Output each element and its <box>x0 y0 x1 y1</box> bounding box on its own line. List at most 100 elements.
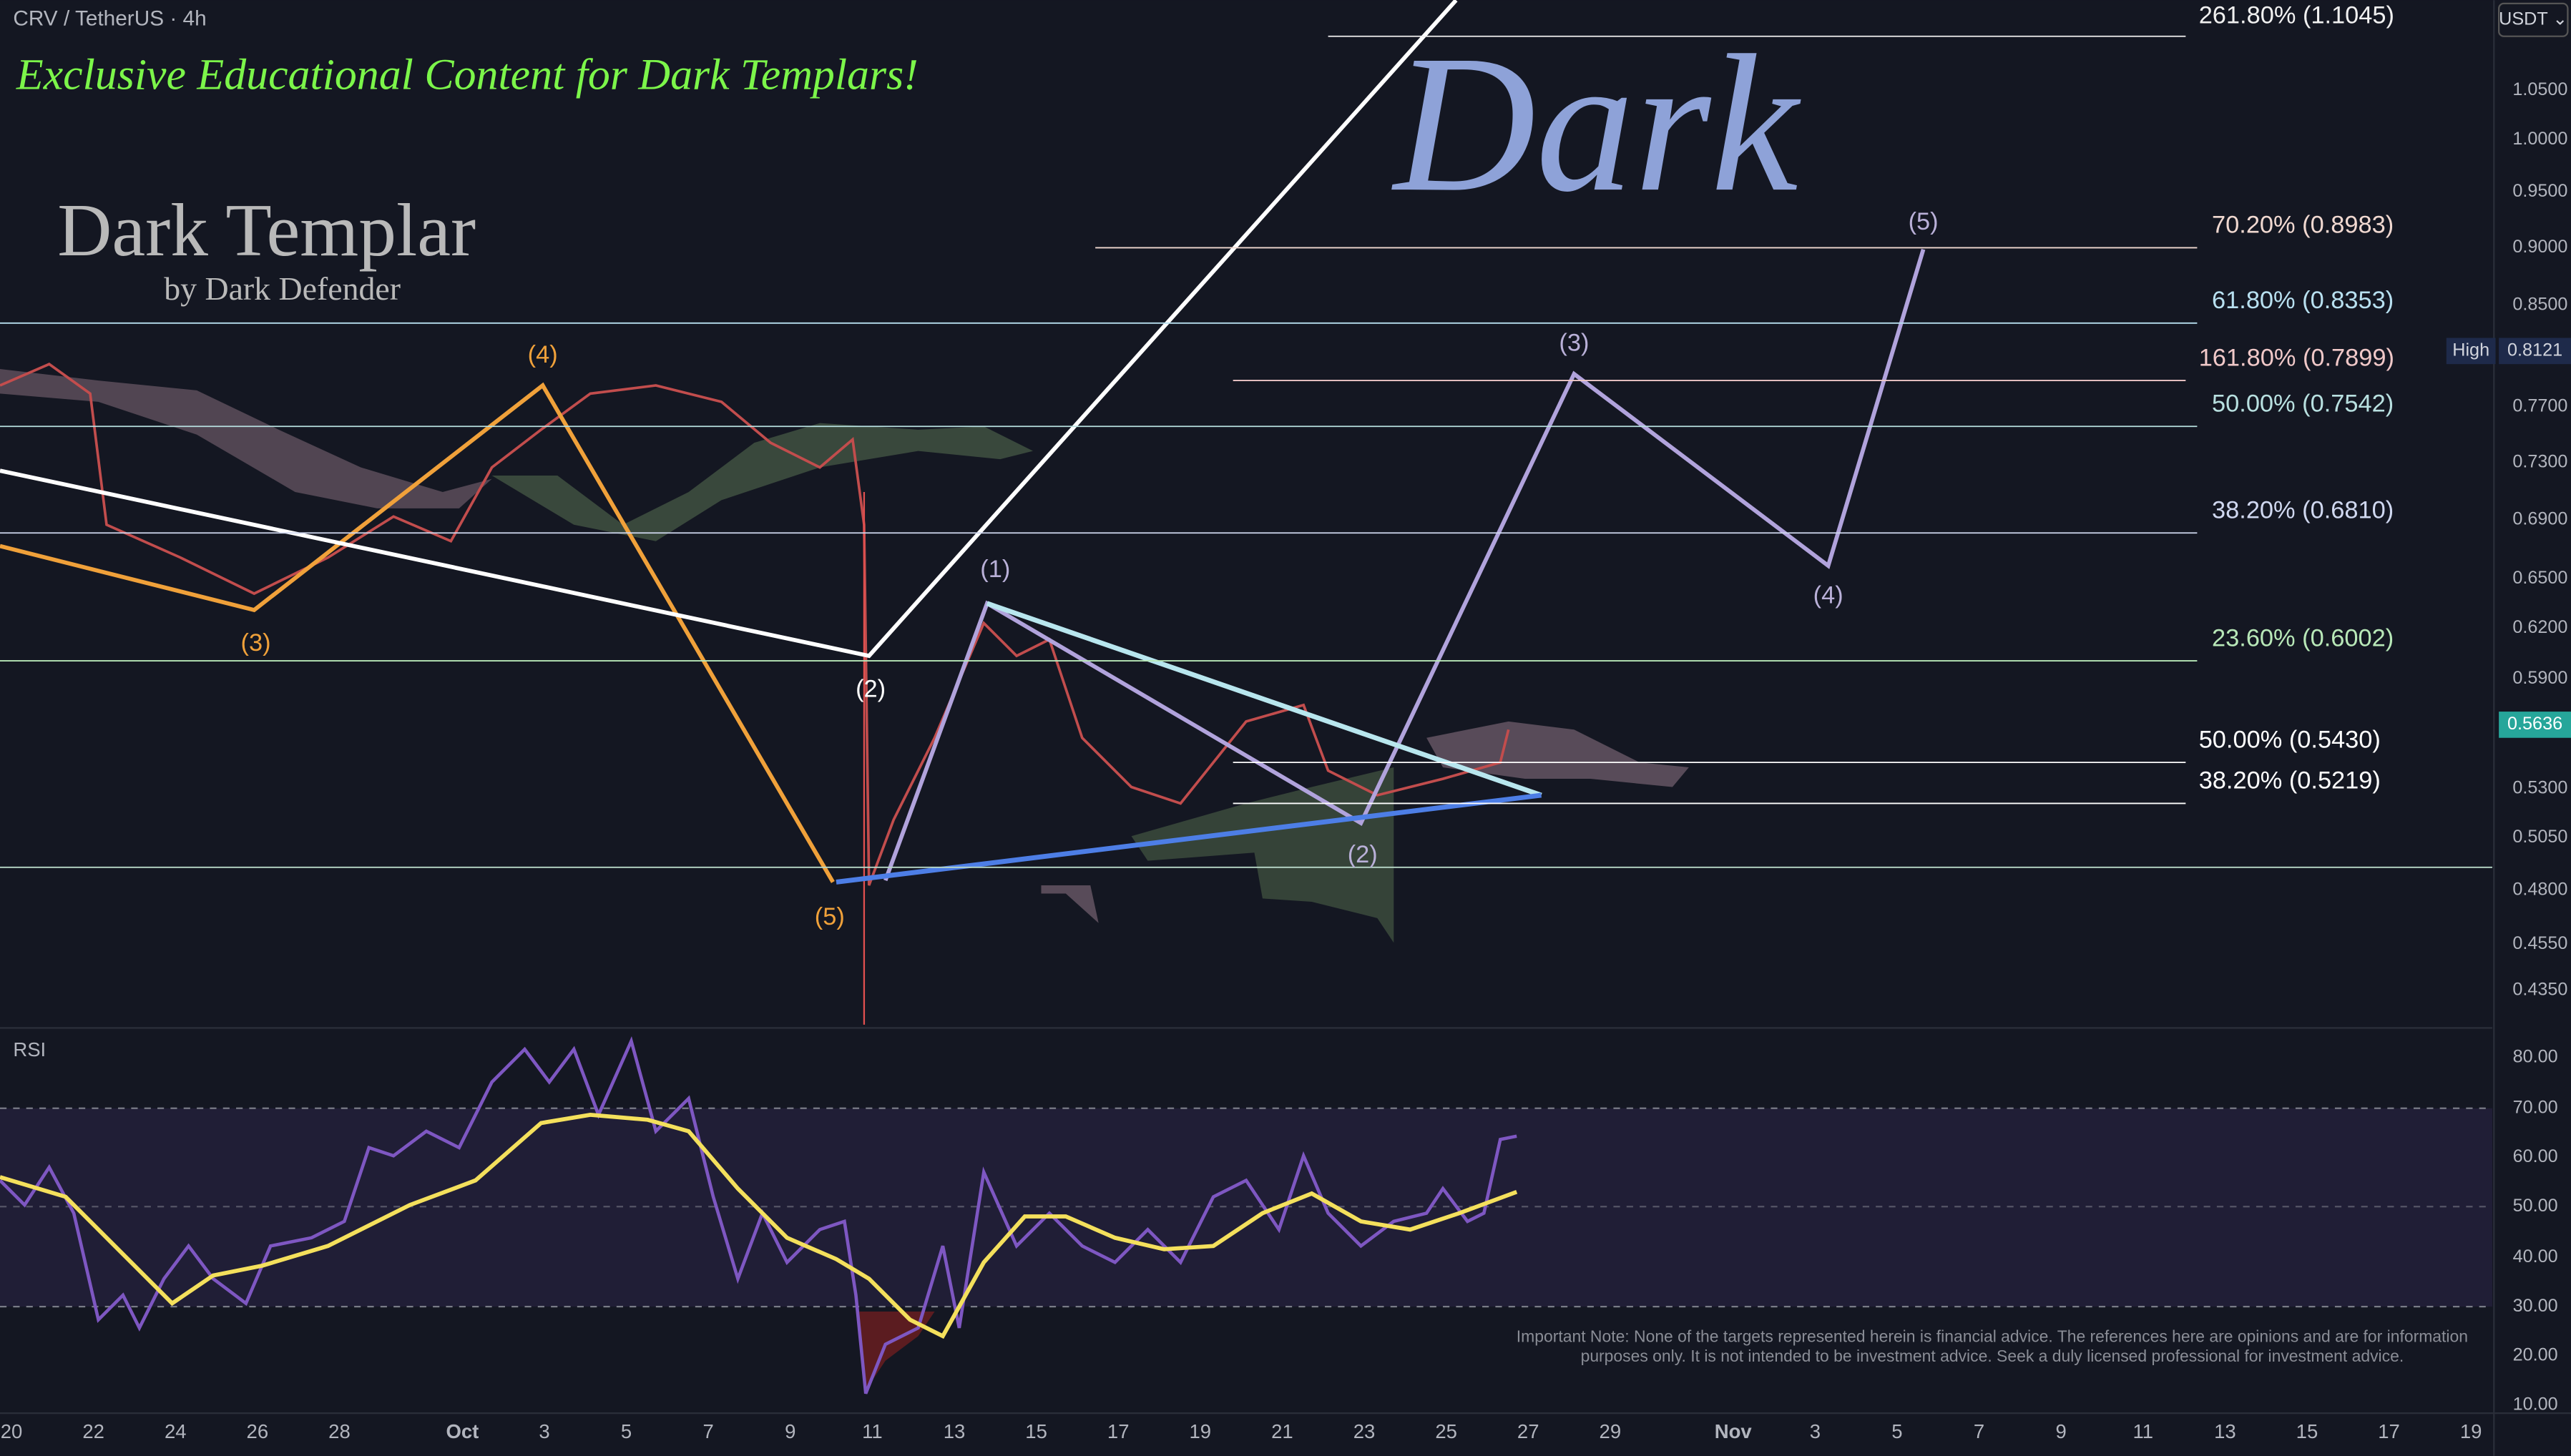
cloud <box>0 369 492 508</box>
time-label: 3 <box>539 1420 549 1442</box>
time-label: 21 <box>1271 1420 1293 1442</box>
rsi-axis-label: 40.00 <box>2513 1246 2558 1266</box>
price-label: 0.9500 <box>2512 181 2567 201</box>
time-label: 5 <box>1891 1420 1902 1442</box>
time-label: Nov <box>1715 1420 1753 1442</box>
fib-label: 261.80% (1.1045) <box>2199 1 2394 29</box>
time-label: 29 <box>1600 1420 1622 1442</box>
high-value-box <box>2499 338 2571 365</box>
price-label: 0.4800 <box>2512 880 2567 900</box>
price-label: 0.6900 <box>2512 509 2567 529</box>
orange-wave <box>0 382 835 883</box>
time-label: 19 <box>2460 1420 2482 1442</box>
time-label: 27 <box>1517 1420 1539 1442</box>
banner: Exclusive Educational Content for Dark T… <box>16 51 919 99</box>
wave-label: (2) <box>1348 841 1378 868</box>
time-label: 25 <box>1435 1420 1457 1442</box>
price-label: 0.6500 <box>2512 568 2567 588</box>
high-tag <box>2446 338 2496 365</box>
price-label: 1.0500 <box>2512 79 2567 99</box>
rsi-axis-label: 20.00 <box>2513 1345 2558 1365</box>
fib-label: 38.20% (0.6810) <box>2212 497 2394 524</box>
time-label: 23 <box>1353 1420 1376 1442</box>
time-label: 28 <box>328 1420 351 1442</box>
rsi-line <box>0 1036 1517 1394</box>
time-label: 13 <box>2214 1420 2236 1442</box>
cloud <box>1131 767 1394 943</box>
price-label: 0.9000 <box>2512 237 2567 257</box>
time-label: 17 <box>2378 1420 2400 1442</box>
time-label: 11 <box>2132 1420 2153 1442</box>
high-value: 0.8121 <box>2507 340 2562 360</box>
price-label: 1.0000 <box>2512 129 2567 149</box>
fib-label: 50.00% (0.5430) <box>2199 726 2381 753</box>
fib-label: 70.20% (0.8983) <box>2212 212 2394 239</box>
price-box <box>2499 712 2571 738</box>
price-label: 0.4550 <box>2512 933 2567 953</box>
rsi-axis-label: 30.00 <box>2513 1296 2558 1316</box>
logo-title: Dark Templar <box>57 188 476 272</box>
rsi-axis-label: 10.00 <box>2513 1394 2558 1414</box>
cloud <box>491 423 1034 541</box>
wave-label: (5) <box>815 903 845 930</box>
wave-label: (3) <box>241 629 271 656</box>
triangle-upper <box>986 601 1542 798</box>
time-label: 22 <box>82 1420 104 1442</box>
time-label: 7 <box>1974 1420 1984 1442</box>
rsi-axis-label: 80.00 <box>2513 1046 2558 1066</box>
purple-wave <box>883 248 1926 882</box>
time-label: 20 <box>1 1420 23 1442</box>
time-label: 17 <box>1107 1420 1130 1442</box>
watermark: Dark <box>1391 15 1803 232</box>
price-label: 0.5050 <box>2512 827 2567 847</box>
wave-label: (4) <box>1813 582 1843 609</box>
time-label: 3 <box>1810 1420 1821 1442</box>
current-price: 0.5636 <box>2507 714 2562 734</box>
fib-label: 50.00% (0.7542) <box>2212 390 2394 418</box>
texts: CRV / TetherUS · 4h Exclusive Educationa… <box>13 2 2571 1365</box>
cloud <box>1041 885 1099 923</box>
logo-subtitle: by Dark Defender <box>164 270 401 307</box>
fib-label: 161.80% (0.7899) <box>2199 344 2394 371</box>
rsi-title: RSI <box>13 1038 46 1061</box>
fib-label: 38.20% (0.5219) <box>2199 767 2381 795</box>
price-label: 0.6200 <box>2512 617 2567 637</box>
rsi-axis-label: 60.00 <box>2513 1146 2558 1166</box>
currency[interactable]: USDT ⌄ <box>2499 9 2567 29</box>
cloud <box>1426 721 1689 787</box>
price-label: 0.5900 <box>2512 668 2567 688</box>
wave-label: (4) <box>528 341 558 368</box>
wave-label: (1) <box>980 556 1010 583</box>
price-path <box>0 363 1510 886</box>
time-label: 15 <box>2296 1420 2318 1442</box>
time-label: 9 <box>2056 1420 2067 1442</box>
currency-box[interactable] <box>2498 2 2569 37</box>
wave-label: (2) <box>856 675 886 702</box>
rsi-ma <box>0 1113 1518 1339</box>
time-label: 19 <box>1190 1420 1212 1442</box>
time-label: 5 <box>621 1420 632 1442</box>
time-label: 24 <box>165 1420 187 1442</box>
note-line: purposes only. It is not intended to be … <box>1581 1347 2404 1365</box>
time-label: 9 <box>785 1420 795 1442</box>
symbol: CRV / TetherUS · 4h <box>13 7 206 31</box>
price-label: 0.7300 <box>2512 451 2567 471</box>
time-label: 26 <box>247 1420 269 1442</box>
note-line: Important Note: None of the targets repr… <box>1517 1327 2468 1346</box>
time-label: 13 <box>944 1420 966 1442</box>
time-label: 15 <box>1025 1420 1047 1442</box>
high-label: High <box>2452 340 2489 360</box>
time-label: 7 <box>703 1420 714 1442</box>
wave-label: (3) <box>1559 330 1589 357</box>
fib-label: 23.60% (0.6002) <box>2212 624 2394 651</box>
rsi-axis-label: 70.00 <box>2513 1097 2558 1117</box>
time-label: 11 <box>862 1420 883 1442</box>
fib-label: 61.80% (0.8353) <box>2212 287 2394 314</box>
rsi-axis-label: 50.00 <box>2513 1196 2558 1216</box>
price-label: 0.8500 <box>2512 294 2567 314</box>
price-label: 0.7700 <box>2512 395 2567 415</box>
wave-label: (5) <box>1909 208 1939 235</box>
